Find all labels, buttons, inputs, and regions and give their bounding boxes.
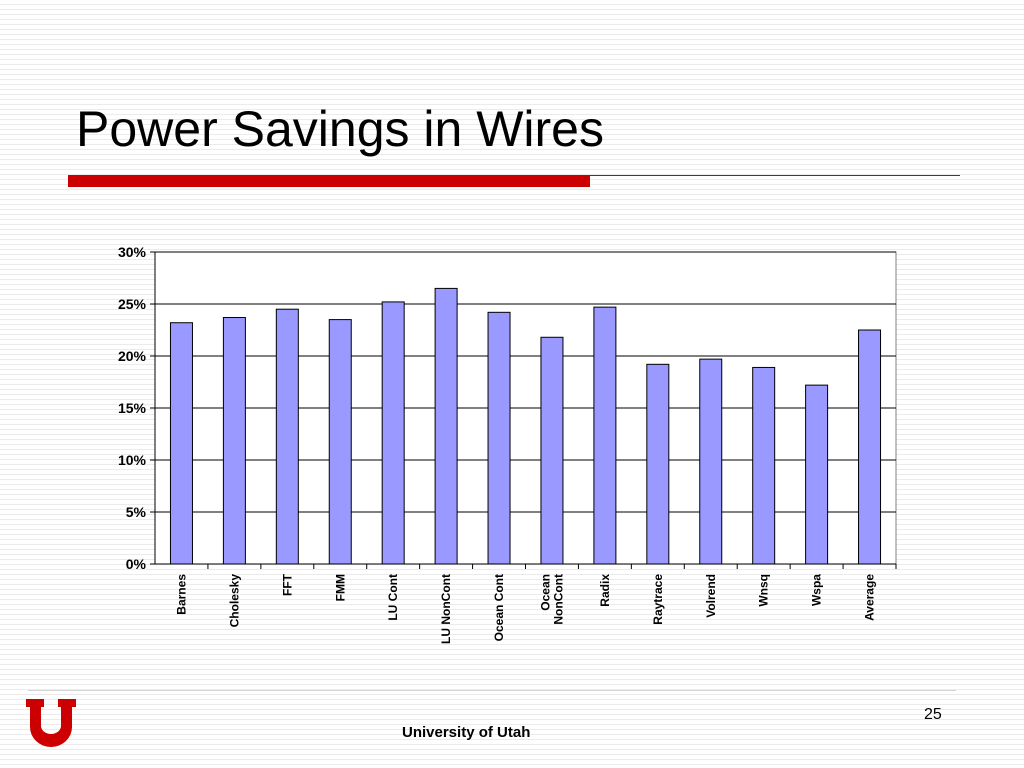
bar-lu-cont — [381, 301, 405, 565]
x-category-label: Ocean Cont — [492, 574, 506, 641]
university-u-logo — [26, 699, 76, 747]
x-category-label: FFT — [280, 573, 294, 596]
bar-ocean-cont — [487, 311, 511, 565]
footer-text: University of Utah — [402, 724, 531, 741]
bar-ocean-noncont — [540, 336, 564, 565]
x-category-label: Barnes — [174, 574, 188, 615]
x-category-label: LU Cont — [386, 574, 400, 621]
x-category-label: Cholesky — [227, 574, 241, 628]
bar-barnes — [169, 322, 193, 565]
x-category-label: NonCont — [551, 574, 565, 625]
title-underline-red — [68, 175, 590, 187]
bar-wnsq — [752, 366, 776, 565]
title-underline-thin — [590, 175, 960, 176]
x-category-label: Ocean — [538, 574, 552, 611]
bar-fmm — [328, 319, 352, 565]
x-category-label: Volrend — [704, 574, 718, 618]
bar-radix — [593, 306, 617, 565]
y-tick-label: 20% — [118, 348, 147, 364]
y-tick-label: 0% — [126, 556, 147, 572]
x-category-label: Radix — [598, 574, 612, 607]
bar-average — [858, 329, 882, 565]
x-category-label: Wspa — [810, 574, 824, 606]
x-category-label: Raytrace — [651, 574, 665, 625]
y-tick-label: 30% — [118, 244, 147, 260]
x-category-label: Average — [863, 574, 877, 621]
x-category-label: FMM — [333, 574, 347, 601]
bar-volrend — [699, 358, 723, 565]
bar-wspa — [805, 384, 829, 565]
bar-cholesky — [222, 317, 246, 565]
bar-fft — [275, 308, 299, 565]
bar-lu-noncont — [434, 287, 458, 565]
y-tick-label: 25% — [118, 296, 147, 312]
footer-divider — [28, 690, 956, 691]
page-number: 25 — [924, 706, 942, 723]
x-category-label: LU NonCont — [439, 574, 453, 644]
slide-title: Power Savings in Wires — [76, 101, 604, 157]
y-tick-label: 15% — [118, 400, 147, 416]
y-tick-label: 5% — [126, 504, 147, 520]
bar-raytrace — [646, 363, 670, 565]
y-tick-label: 10% — [118, 452, 147, 468]
power-savings-bar-chart: 0% 5% 10% 15% 20% 25% 30% Barnes Cholesky FFT FMM L… — [118, 244, 897, 644]
x-category-label: Wnsq — [757, 574, 771, 607]
